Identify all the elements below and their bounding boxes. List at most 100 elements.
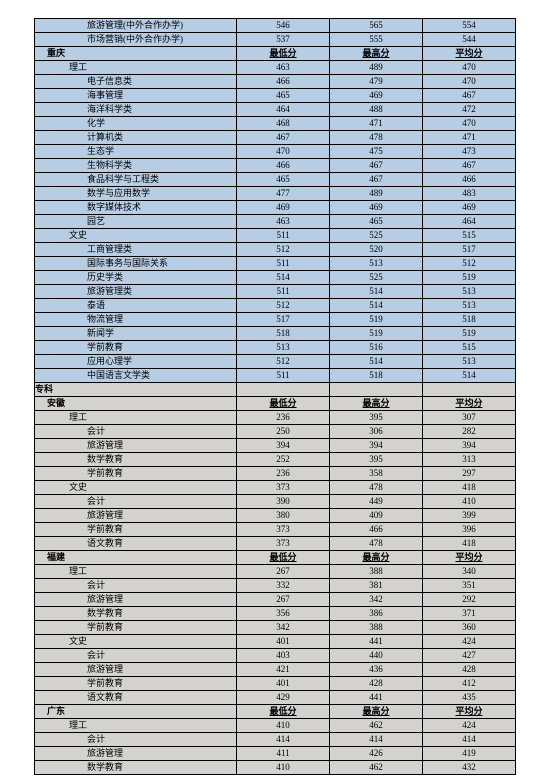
avg-score: 472: [422, 103, 515, 117]
header-avg: 平均分: [422, 397, 515, 411]
min-score: 410: [237, 761, 330, 775]
max-score: 395: [330, 411, 423, 425]
major-name: 化学: [35, 117, 237, 131]
max-score: 441: [330, 691, 423, 705]
avg-score: 519: [422, 271, 515, 285]
max-score: 342: [330, 593, 423, 607]
major-name: 旅游管理: [35, 593, 237, 607]
max-score: 520: [330, 243, 423, 257]
min-score: 517: [237, 313, 330, 327]
min-score: 401: [237, 635, 330, 649]
data-row: 语文教育373478418: [35, 537, 516, 551]
data-row: 食品科学与工程类465467466: [35, 173, 516, 187]
avg-score: 554: [422, 19, 515, 33]
header-avg: 平均分: [422, 705, 515, 719]
data-row: 会计250306282: [35, 425, 516, 439]
major-name: 园艺: [35, 215, 237, 229]
min-score: 380: [237, 509, 330, 523]
max-score: 475: [330, 145, 423, 159]
data-row: 历史学类514525519: [35, 271, 516, 285]
max-score: 386: [330, 607, 423, 621]
max-score: 440: [330, 649, 423, 663]
data-row: 学前教育373466396: [35, 523, 516, 537]
avg-score: 418: [422, 481, 515, 495]
min-score: 414: [237, 733, 330, 747]
avg-score: 419: [422, 747, 515, 761]
region-name: 重庆: [35, 47, 237, 61]
avg-score: 297: [422, 467, 515, 481]
max-score: 466: [330, 523, 423, 537]
min-score: 403: [237, 649, 330, 663]
max-score: 565: [330, 19, 423, 33]
max-score: 358: [330, 467, 423, 481]
min-score: 252: [237, 453, 330, 467]
min-score: 512: [237, 355, 330, 369]
header-max: 最高分: [330, 397, 423, 411]
section-label: 专科: [35, 383, 237, 397]
major-name: 生态学: [35, 145, 237, 159]
scores-table: 旅游管理(中外合作办学)546565554市场营销(中外合作办学)5375555…: [34, 18, 516, 775]
header-max: 最高分: [330, 705, 423, 719]
avg-score: 466: [422, 173, 515, 187]
avg-score: 512: [422, 257, 515, 271]
data-row: 旅游管理(中外合作办学)546565554: [35, 19, 516, 33]
category-row: 文史373478418: [35, 481, 516, 495]
min-score: 511: [237, 369, 330, 383]
major-name: 电子信息类: [35, 75, 237, 89]
major-name: 数学与应用数学: [35, 187, 237, 201]
avg-score: 467: [422, 159, 515, 173]
data-row: 会计403440427: [35, 649, 516, 663]
min-score: 512: [237, 299, 330, 313]
major-name: 旅游管理: [35, 439, 237, 453]
avg-score: 307: [422, 411, 515, 425]
avg-score: 519: [422, 327, 515, 341]
max-score: 441: [330, 635, 423, 649]
region-header-row: 安徽最低分最高分平均分: [35, 397, 516, 411]
avg-score: 282: [422, 425, 515, 439]
major-name: 学前教育: [35, 621, 237, 635]
data-row: 电子信息类466479470: [35, 75, 516, 89]
major-name: 工商管理类: [35, 243, 237, 257]
avg-score: 394: [422, 439, 515, 453]
data-row: 生态学470475473: [35, 145, 516, 159]
avg-score: 469: [422, 201, 515, 215]
major-name: 海洋科学类: [35, 103, 237, 117]
data-row: 数学教育356386371: [35, 607, 516, 621]
max-score: 388: [330, 565, 423, 579]
avg-score: 518: [422, 313, 515, 327]
major-name: 中国语言文学类: [35, 369, 237, 383]
region-header-row: 福建最低分最高分平均分: [35, 551, 516, 565]
data-row: 海事管理465469467: [35, 89, 516, 103]
avg-score: 513: [422, 355, 515, 369]
max-score: 465: [330, 215, 423, 229]
region-header-row: 广东最低分最高分平均分: [35, 705, 516, 719]
data-row: 新闻学518519519: [35, 327, 516, 341]
max-score: 436: [330, 663, 423, 677]
data-row: 工商管理类512520517: [35, 243, 516, 257]
avg-score: 473: [422, 145, 515, 159]
min-score: 390: [237, 495, 330, 509]
major-name: 泰语: [35, 299, 237, 313]
data-row: 数学与应用数学477489483: [35, 187, 516, 201]
max-score: 395: [330, 453, 423, 467]
category-name: 文史: [35, 481, 237, 495]
min-score: 465: [237, 173, 330, 187]
category-row: 理工267388340: [35, 565, 516, 579]
data-row: 数学教育410462432: [35, 761, 516, 775]
data-row: 会计414414414: [35, 733, 516, 747]
data-row: 学前教育342388360: [35, 621, 516, 635]
max-score: 467: [330, 173, 423, 187]
major-name: 历史学类: [35, 271, 237, 285]
max-score: 514: [330, 285, 423, 299]
avg-score: 371: [422, 607, 515, 621]
avg-score: 410: [422, 495, 515, 509]
avg-score: 513: [422, 299, 515, 313]
max-score: 489: [330, 187, 423, 201]
major-name: 学前教育: [35, 467, 237, 481]
major-name: 市场营销(中外合作办学): [35, 33, 237, 47]
max-score: 394: [330, 439, 423, 453]
max-score: 469: [330, 201, 423, 215]
min-score: 511: [237, 257, 330, 271]
avg-score: 313: [422, 453, 515, 467]
major-name: 学前教育: [35, 523, 237, 537]
